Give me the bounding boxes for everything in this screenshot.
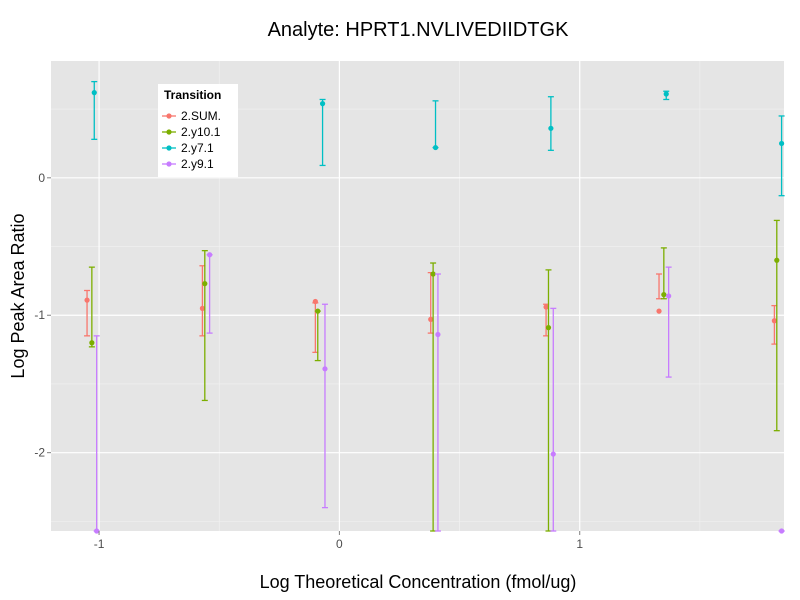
- chart-title: Analyte: HPRT1.NVLIVEDIIDTGK: [268, 19, 570, 41]
- data-point: [322, 366, 328, 372]
- legend-key-point: [166, 161, 172, 167]
- series-2-y7-1: [91, 80, 785, 197]
- legend-box: [158, 84, 238, 177]
- legend-item: 2.SUM.: [162, 109, 221, 123]
- x-tick-label: -1: [94, 537, 105, 551]
- data-point: [656, 308, 662, 314]
- y-tick-label: 0: [38, 171, 45, 185]
- data-point: [778, 140, 785, 147]
- data-point: [432, 144, 439, 151]
- data-point: [666, 293, 672, 299]
- series-2-SUM: [84, 265, 778, 353]
- data-marks: [84, 80, 785, 534]
- data-point: [774, 257, 780, 263]
- legend-label: 2.SUM.: [181, 109, 221, 123]
- data-point: [545, 325, 552, 331]
- legend-label: 2.y7.1: [181, 141, 214, 155]
- x-axis: -1 0 1: [94, 531, 583, 551]
- data-point: [312, 298, 318, 305]
- data-point: [771, 318, 777, 324]
- series-2-y10-1: [88, 219, 780, 532]
- data-point: [94, 528, 100, 534]
- legend: Transition 2.SUM. 2.y10.1 2.y7.1 2.y9.1: [158, 84, 238, 177]
- y-tick-label: -2: [34, 446, 45, 460]
- data-point: [207, 252, 213, 258]
- legend-label: 2.y10.1: [181, 125, 221, 139]
- data-point: [84, 297, 90, 303]
- grid-major: [51, 61, 784, 531]
- y-axis: 0 -1 -2: [34, 171, 51, 460]
- data-point: [663, 91, 669, 97]
- x-tick-label: 1: [576, 537, 583, 551]
- y-axis-title: Log Peak Area Ratio: [8, 213, 28, 378]
- data-point: [91, 90, 97, 96]
- data-point: [430, 271, 436, 277]
- legend-item: 2.y10.1: [162, 125, 221, 139]
- y-tick-label: -1: [34, 308, 45, 322]
- x-tick-label: 0: [336, 537, 343, 551]
- legend-key-point: [166, 145, 172, 151]
- data-point: [428, 316, 434, 322]
- series-2-y9-1: [93, 252, 785, 534]
- legend-title: Transition: [164, 88, 221, 102]
- data-point: [89, 340, 95, 346]
- data-point: [778, 528, 785, 534]
- data-point: [548, 125, 554, 131]
- legend-key-point: [166, 129, 172, 135]
- data-point: [435, 331, 441, 338]
- x-axis-title: Log Theoretical Concentration (fmol/ug): [260, 572, 577, 592]
- legend-item: 2.y7.1: [162, 141, 214, 155]
- data-point: [202, 281, 208, 287]
- data-point: [315, 308, 321, 314]
- legend-key-point: [166, 113, 172, 119]
- data-point: [199, 305, 206, 311]
- data-point: [550, 451, 556, 457]
- data-point: [661, 292, 667, 298]
- data-point: [319, 101, 326, 107]
- data-point: [543, 304, 549, 310]
- legend-item: 2.y9.1: [162, 157, 214, 171]
- legend-label: 2.y9.1: [181, 157, 214, 171]
- legend-items: 2.SUM. 2.y10.1 2.y7.1 2.y9.1: [162, 109, 221, 171]
